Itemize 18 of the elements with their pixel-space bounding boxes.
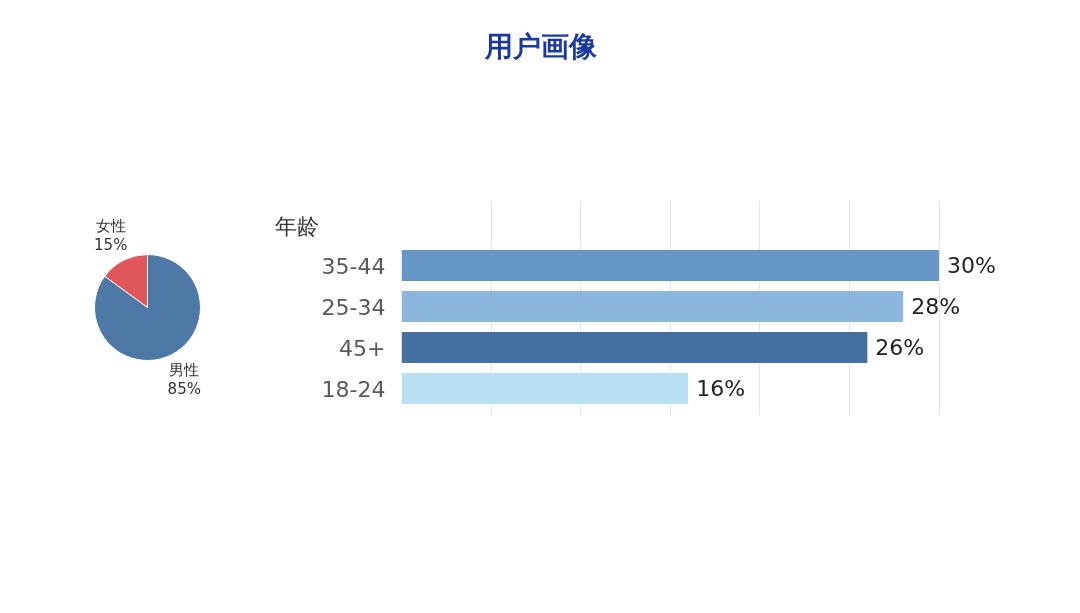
data-label: 28% — [911, 294, 961, 319]
y-tick-label: 25-34 — [321, 294, 386, 320]
data-label: 16% — [696, 376, 746, 401]
bar — [401, 373, 689, 404]
data-label: 85% — [167, 380, 201, 399]
y-tick-label: 18-24 — [321, 376, 386, 402]
y-tick-label: 35-44 — [321, 253, 386, 279]
chart-title: 用户画像 — [483, 30, 598, 63]
bar — [401, 250, 940, 281]
slice-label: 男性 — [169, 361, 200, 380]
data-label: 26% — [875, 335, 925, 360]
data-label: 15% — [94, 235, 128, 254]
data-label: 30% — [947, 253, 996, 278]
bar — [401, 291, 904, 322]
y-axis-title: 年龄 — [274, 214, 319, 239]
bar — [401, 332, 868, 363]
slice-label: 女性 — [95, 216, 126, 235]
y-tick-label: 45+ — [339, 335, 386, 361]
